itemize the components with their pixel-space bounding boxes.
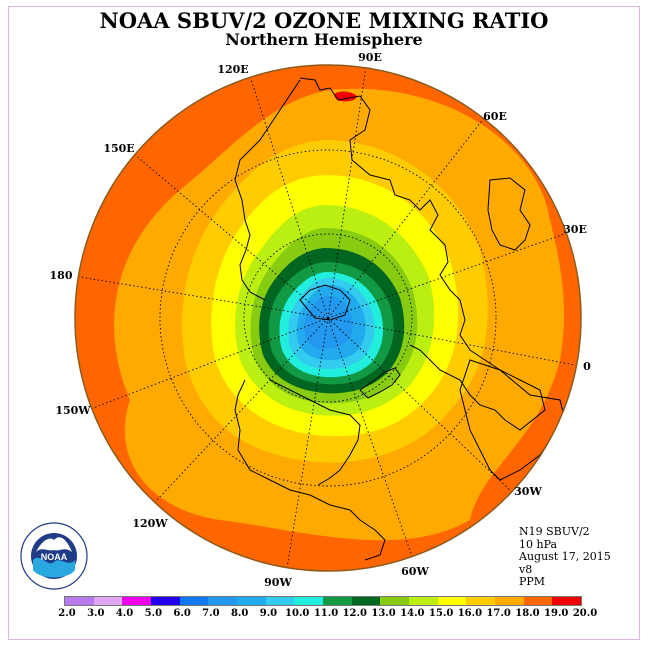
meridian-0	[327, 317, 581, 367]
ozone-band-18-19	[334, 91, 357, 102]
colorbar-tick-label: 10.0	[285, 608, 310, 619]
colorbar	[64, 596, 582, 606]
colorbar-tick-label: 2.0	[58, 608, 76, 619]
meridian-60w	[327, 317, 415, 563]
page-title: NOAA SBUV/2 OZONE MIXING RATIO	[99, 8, 549, 33]
colorbar-tick-label: 6.0	[173, 608, 191, 619]
lon-label-150w: 150W	[55, 404, 91, 417]
colorbar-tick-label: 11.0	[313, 608, 339, 619]
colorbar-tick-label: 18.0	[515, 608, 540, 619]
colorbar-swatch	[93, 597, 123, 605]
page-subtitle: Northern Hemisphere	[225, 30, 423, 49]
meridian-150w	[87, 317, 329, 411]
lon-label-30e: 30E	[563, 223, 587, 236]
coastline-eurasia	[299, 77, 546, 431]
colorbar-tick-label: 9.0	[259, 608, 278, 619]
lon-label-90w: 90W	[264, 576, 292, 589]
coastline-arctic-islands	[299, 284, 351, 321]
noaa-logo-icon: NOAA	[20, 522, 88, 590]
colorbar-swatch	[208, 597, 238, 605]
colorbar-tick-label: 14.0	[400, 608, 425, 619]
colorbar-tick-label: 3.0	[87, 608, 105, 619]
ozone-band-6-7	[304, 296, 354, 350]
colorbar-swatch	[151, 597, 180, 605]
info-version: v8	[519, 562, 533, 576]
lon-label-90e: 90E	[358, 51, 382, 64]
colorbar-swatch	[495, 597, 524, 605]
colorbar-tick-label: 13.0	[371, 608, 396, 619]
plot-frame	[8, 6, 640, 640]
meridian-90w	[285, 317, 329, 571]
colorbar-tick-label: 12.0	[342, 608, 367, 619]
meridian-30e	[327, 231, 571, 319]
lon-label-0: 0	[583, 360, 591, 373]
colorbar-swatch	[437, 597, 467, 605]
colorbar-tick-label: 7.0	[202, 608, 220, 619]
info-satellite: N19 SBUV/2	[519, 525, 590, 538]
colorbar-tick-label: 5.0	[144, 608, 163, 619]
lon-label-180: 180	[50, 269, 73, 282]
lon-label-60e: 60E	[483, 110, 507, 123]
colorbar-tick-label: 19.0	[544, 608, 569, 619]
colorbar-swatch	[237, 597, 266, 605]
lon-label-120w: 120W	[132, 517, 168, 530]
latitude-circle-60n	[243, 233, 413, 403]
info-panel: N19 SBUV/2 10 hPa August 17, 2015 v8 PPM	[519, 525, 611, 589]
colorbar-swatch	[122, 597, 152, 605]
colorbar-swatch	[409, 597, 438, 605]
colorbar-tick-label: 8.0	[230, 608, 249, 619]
colorbar-tick-label: 20.0	[572, 608, 598, 619]
colorbar-swatch	[351, 597, 381, 605]
colorbar-swatch	[179, 597, 209, 605]
lon-label-150e: 150E	[103, 142, 134, 155]
info-units: PPM	[519, 575, 546, 588]
coastline-north-america-east	[269, 379, 361, 486]
colorbar-tick-label: 4.0	[115, 608, 134, 619]
coastlines	[234, 77, 566, 561]
colorbar-swatch	[265, 597, 295, 605]
colorbar-tick-label: 17.0	[486, 608, 511, 619]
colorbar-swatch	[552, 597, 582, 605]
colorbar-tick-label: 15.0	[428, 608, 454, 619]
colorbar-swatch	[65, 597, 94, 605]
graticule	[75, 66, 581, 571]
colorbar-swatch	[523, 597, 553, 605]
coastline-middle-east	[487, 177, 531, 251]
colorbar-ticks: 2.0 3.0 4.0 5.0 6.0 7.0 8.0 9.0 10.0 11.0 12.0 13.0…	[0, 608, 648, 622]
coastline-africa	[459, 359, 566, 481]
colorbar-swatch	[294, 597, 324, 605]
logo-text: NOAA	[41, 552, 68, 562]
coastline-greenland	[359, 367, 401, 399]
colorbar-tick-label: 16.0	[457, 608, 483, 619]
info-date: August 17, 2015	[519, 550, 611, 563]
longitude-labels: 120E 90E 60E 150E 30E 180 0 150W 30W 120…	[50, 51, 592, 589]
latitude-circle-30n	[159, 149, 497, 487]
colorbar-swatch	[466, 597, 496, 605]
colorbar-swatch	[380, 597, 410, 605]
lon-label-30w: 30W	[514, 485, 542, 498]
map-boundary	[74, 64, 582, 572]
meridian-120w	[139, 317, 329, 519]
lon-label-120e: 120E	[217, 63, 248, 76]
colorbar-swatch	[323, 597, 352, 605]
meridian-180	[75, 275, 329, 319]
info-level: 10 hPa	[519, 537, 558, 551]
coastline-east-asia	[234, 79, 301, 301]
coastline-north-america-west	[234, 379, 386, 561]
lon-label-60w: 60W	[401, 565, 429, 578]
